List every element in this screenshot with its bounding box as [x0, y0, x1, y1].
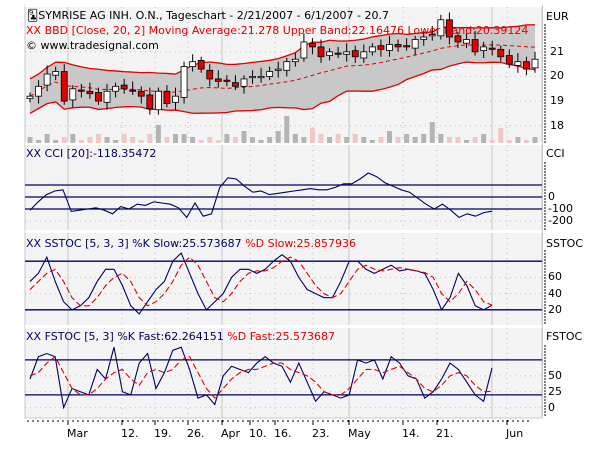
- price-axis-tick: 21: [550, 44, 564, 58]
- candle-legend-icon: 🃙: [27, 9, 39, 22]
- sstoc-axis-title: SSTOC: [546, 237, 584, 250]
- cci-legend: XX CCI [20]:-118.35472: [26, 147, 157, 160]
- x-axis-tick: 19.: [154, 427, 172, 440]
- x-axis-tick: 10.: [249, 427, 267, 440]
- x-axis-tick: 12.: [121, 427, 139, 440]
- copyright: © www.tradesignal.com: [26, 39, 159, 52]
- indicator-axis-tick: 25: [548, 384, 562, 398]
- indicator-toggle-icon[interactable]: XX: [26, 237, 42, 250]
- x-axis-tick: 26.: [187, 427, 205, 440]
- chart-title: 🃙SYMRISE AG INH. O.N., Tageschart - 2/21…: [27, 9, 389, 22]
- x-axis-tick: 16.: [274, 427, 292, 440]
- x-axis-tick: 21.: [436, 427, 454, 440]
- bbd-legend: XX BBD [Close, 20, 2] Moving Average:21.…: [26, 24, 529, 37]
- sstoc-legend: XX SSTOC [5, 3, 3] %K Slow:25.573687 %D …: [26, 237, 356, 250]
- currency-label: EUR: [546, 10, 569, 23]
- indicator-axis-tick: 60: [548, 270, 562, 284]
- fstoc-legend: XX FSTOC [5, 3] %K Fast:62.264151 %D Fas…: [26, 330, 335, 343]
- indicator-axis-tick: -200: [548, 214, 573, 227]
- price-axis-tick: 20: [550, 69, 564, 83]
- cci-axis-title: CCI: [546, 147, 565, 160]
- price-axis-tick: 18: [550, 118, 564, 132]
- indicator-axis-tick: 0: [548, 400, 555, 414]
- indicator-toggle-icon[interactable]: XX: [26, 147, 42, 160]
- x-axis-tick: Jun: [506, 427, 524, 440]
- indicator-axis-tick: -100: [548, 202, 573, 215]
- indicator-axis-tick: 50: [548, 368, 562, 382]
- x-axis-tick: 23.: [312, 427, 330, 440]
- indicator-axis-tick: 20: [548, 302, 562, 316]
- x-axis-tick: Mar: [67, 427, 88, 440]
- indicator-axis-tick: 0: [548, 190, 555, 203]
- x-axis-tick: Apr: [221, 427, 241, 440]
- fstoc-axis-title: FSTOC: [546, 330, 583, 343]
- x-axis-tick: 14.: [402, 427, 420, 440]
- indicator-toggle-icon[interactable]: XX: [26, 330, 42, 343]
- price-axis-tick: 19: [550, 94, 564, 108]
- indicator-axis-tick: 40: [548, 286, 562, 300]
- x-axis-tick: May: [348, 427, 371, 440]
- indicator-toggle-icon[interactable]: XX: [26, 24, 42, 37]
